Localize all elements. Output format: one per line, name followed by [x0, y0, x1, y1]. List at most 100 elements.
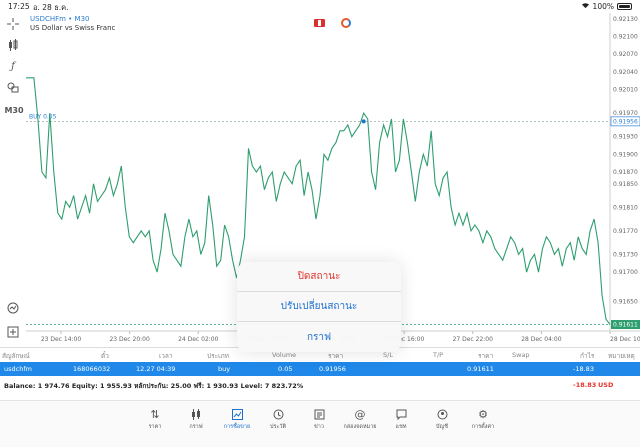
account-icon [436, 408, 448, 420]
timeframe-button[interactable]: M30 [4, 105, 24, 115]
col-time: เวลา [159, 352, 173, 360]
chart-toolbar: ƒ M30 [0, 13, 26, 345]
buy-level-label: BUY 0.05 [29, 113, 57, 120]
chat-icon [395, 408, 407, 420]
crosshair-icon[interactable] [6, 17, 20, 31]
nav-chart[interactable]: กราฟ [176, 408, 216, 431]
add-object-icon[interactable] [6, 325, 20, 339]
y-tick-label: 0.91970 [613, 110, 638, 117]
account-profit: -18.83 [573, 381, 597, 389]
nav-chat[interactable]: แชท [381, 408, 421, 431]
col-swap: Swap [512, 351, 530, 359]
mailbox-icon: @ [354, 407, 366, 421]
row-price: 0.91956 [319, 365, 346, 373]
nav-quotes[interactable]: ⇅ ราคา [135, 408, 175, 431]
y-tick-label: 0.92010 [613, 87, 638, 94]
chart-top-icons [314, 18, 351, 28]
current-price-tag-text: 0.91611 [613, 322, 638, 329]
chart-symbol-title: USDCHFm • M30 [30, 15, 90, 23]
y-tick-label: 0.92130 [613, 16, 638, 23]
row-time: 12.27 04:39 [136, 365, 176, 373]
series-line [26, 77, 611, 325]
row-current-price: 0.91611 [467, 365, 494, 373]
col-current-price: ราคา [478, 352, 494, 360]
sync-icon[interactable] [341, 18, 351, 28]
nav-settings-label: การตั้งค่า [471, 424, 495, 430]
objects-icon[interactable] [6, 80, 20, 94]
nav-mailbox-label: กล่องจดหมาย [343, 424, 377, 430]
nav-account[interactable]: บัญชี [422, 408, 462, 431]
col-ticket: ตั๋ว [101, 352, 109, 360]
y-tick-label: 0.91900 [613, 151, 638, 158]
col-type: ประเภท [207, 352, 229, 360]
row-profit: -18.83 [573, 365, 594, 373]
current-price-tag [611, 320, 640, 330]
x-tick-label: 28 Dec 10:0 [610, 336, 640, 343]
buy-price-tag-text: 0.91956 [613, 118, 638, 125]
nav-quotes-label: ราคา [148, 424, 162, 430]
row-symbol: usdchfm [4, 365, 32, 373]
history-icon [272, 408, 284, 420]
trade-icon [231, 408, 243, 420]
col-tp: T/P [433, 351, 444, 359]
status-bar: 17:25 อ. 28 ธ.ค. 100% [0, 0, 640, 13]
bottom-navigation: ⇅ ราคา กราฟ การซื้อขาย ประวัติ ข่าว @ กล… [0, 400, 640, 447]
x-tick-label: 28 Dec 04:00 [521, 336, 562, 343]
nav-history-label: ประวัติ [269, 424, 287, 430]
nav-history[interactable]: ประวัติ [258, 408, 298, 431]
x-tick-label: 24 Dec 02:00 [178, 336, 219, 343]
y-tick-label: 0.91870 [613, 169, 638, 176]
y-tick-label: 0.92070 [613, 51, 638, 58]
candles-icon [190, 408, 202, 420]
quotes-icon: ⇅ [150, 407, 160, 421]
x-tick-label: 27 Dec 16:00 [384, 336, 425, 343]
account-summary-text: Balance: 1 974.76 Equity: 1 955.93 หลักป… [4, 382, 304, 390]
col-profit: กำไร [580, 352, 595, 360]
y-tick-label: 0.91700 [613, 269, 638, 276]
nav-chat-label: แชท [395, 424, 407, 430]
nav-mailbox[interactable]: @ กล่องจดหมาย [340, 408, 380, 431]
function-icon[interactable]: ƒ [11, 60, 15, 72]
account-summary: Balance: 1 974.76 Equity: 1 955.93 หลักป… [0, 379, 640, 392]
y-tick-label: 0.92100 [613, 34, 638, 41]
position-action-sheet: ปิดสถานะ ปรับเปลี่ยนสถานะ กราฟ [237, 262, 401, 352]
col-volume: Volume [272, 351, 297, 359]
news-icon [313, 408, 325, 420]
zoom-icon[interactable] [6, 301, 20, 315]
nav-account-label: บัญชี [436, 424, 448, 430]
x-tick-label: 23 Dec 14:00 [41, 336, 82, 343]
col-symbol: สัญลักษณ์ [2, 352, 30, 360]
nav-trade[interactable]: การซื้อขาย [217, 408, 257, 431]
battery-percent: 100% [592, 2, 614, 11]
account-currency: USD [598, 381, 614, 389]
row-type: buy [218, 365, 231, 373]
chart-symbol-description: US Dollar vs Swiss Franc [30, 24, 116, 32]
y-tick-label: 0.91730 [613, 251, 638, 258]
row-ticket: 168066032 [73, 365, 111, 373]
one-click-trading-icon[interactable] [314, 19, 325, 27]
y-tick-label: 0.91850 [613, 181, 638, 188]
status-time: 17:25 [8, 2, 30, 11]
close-position-button[interactable]: ปิดสถานะ [237, 262, 401, 292]
col-comment: หมายเหตุ [608, 352, 635, 360]
wifi-icon [581, 2, 590, 11]
buy-price-tag [610, 116, 640, 127]
battery-icon [617, 3, 632, 10]
col-sl: S/L [383, 351, 393, 359]
y-tick-label: 0.91650 [613, 299, 638, 306]
position-row[interactable]: usdchfm 168066032 12.27 04:39 buy 0.05 0… [0, 362, 640, 376]
chart-button[interactable]: กราฟ [306, 331, 332, 343]
nav-news-label: ข่าว [314, 424, 324, 430]
status-right: 100% [581, 2, 632, 11]
x-tick-label: 23 Dec 20:00 [109, 336, 150, 343]
y-tick-label: 0.91930 [613, 134, 638, 141]
x-tick-label: 27 Dec 22:00 [453, 336, 494, 343]
nav-news[interactable]: ข่าว [299, 408, 339, 431]
nav-settings[interactable]: ⚙ การตั้งค่า [463, 408, 503, 431]
y-tick-label: 0.92040 [613, 69, 638, 76]
modify-position-button[interactable]: ปรับเปลี่ยนสถานะ [237, 292, 401, 322]
row-volume: 0.05 [278, 365, 293, 373]
indicators-candles-icon[interactable] [6, 38, 20, 52]
nav-chart-label: กราฟ [189, 424, 203, 430]
status-date: อ. 28 ธ.ค. [33, 3, 69, 12]
